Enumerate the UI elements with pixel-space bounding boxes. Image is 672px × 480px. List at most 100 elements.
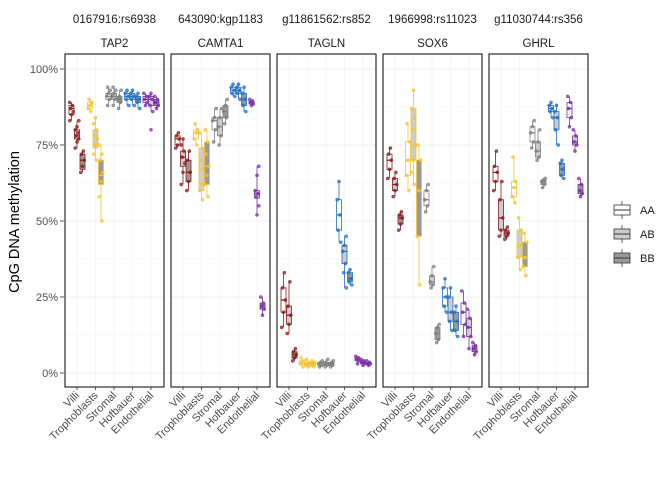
data-point	[123, 91, 127, 96]
data-point	[287, 322, 291, 327]
legend-key	[613, 249, 631, 267]
box-group	[576, 176, 585, 199]
data-point	[538, 127, 542, 132]
box-group	[309, 359, 317, 369]
data-point	[129, 97, 134, 102]
data-point	[95, 137, 100, 141]
data-point	[153, 100, 158, 105]
box-group	[502, 225, 511, 242]
data-point	[94, 158, 99, 162]
data-point	[240, 91, 244, 96]
data-point	[232, 88, 236, 93]
data-point	[100, 219, 104, 223]
data-point	[211, 140, 216, 144]
data-point	[340, 249, 345, 254]
data-point	[556, 143, 561, 147]
data-point	[418, 283, 422, 287]
box-group	[123, 88, 131, 108]
data-point	[204, 152, 208, 156]
data-point	[198, 158, 203, 162]
data-point	[203, 127, 207, 132]
y-tick-label: 25%	[36, 292, 58, 304]
data-point	[394, 182, 399, 187]
data-point	[387, 167, 392, 172]
data-point	[388, 146, 393, 150]
data-point	[67, 118, 72, 123]
data-point	[256, 191, 260, 196]
data-point	[428, 279, 433, 284]
data-point	[186, 179, 191, 184]
facet-panel: g11861562:rs852TAGLNVilliTrophoblastsStr…	[259, 14, 377, 443]
data-point	[543, 176, 548, 181]
facet-strip-gene-label: TAP2	[101, 38, 129, 50]
data-point	[108, 88, 113, 93]
data-point	[474, 349, 479, 354]
data-point	[492, 164, 497, 169]
data-point	[243, 97, 247, 102]
box-group	[404, 121, 412, 193]
data-point	[148, 103, 152, 108]
data-point	[114, 88, 118, 93]
data-point	[179, 143, 183, 147]
data-point	[359, 357, 364, 362]
data-point	[125, 88, 129, 93]
data-point	[525, 240, 529, 245]
data-point	[355, 362, 360, 366]
box-group	[216, 106, 224, 147]
data-point	[512, 185, 516, 190]
data-point	[465, 307, 470, 311]
box-group	[247, 97, 256, 108]
box-group	[91, 115, 100, 162]
facet-panel-border	[382, 53, 483, 388]
data-point	[553, 127, 558, 132]
data-point	[447, 319, 452, 324]
box-iqr	[522, 241, 528, 267]
data-point	[399, 210, 404, 214]
data-point	[571, 127, 576, 132]
data-point	[467, 346, 471, 351]
data-point	[255, 173, 259, 178]
box-group	[521, 231, 529, 278]
data-point	[197, 131, 202, 135]
facet-strip-top-label: g11861562:rs852	[282, 14, 371, 26]
data-point	[531, 140, 536, 144]
data-point	[90, 100, 94, 105]
data-point	[149, 127, 153, 132]
data-point	[203, 182, 207, 187]
data-point	[548, 109, 552, 114]
box-group	[558, 158, 566, 181]
data-point	[434, 340, 439, 345]
data-point	[137, 106, 142, 111]
data-point	[338, 213, 342, 217]
data-point	[554, 103, 559, 108]
data-point	[500, 216, 505, 220]
data-point	[320, 359, 325, 363]
data-point	[436, 337, 441, 342]
data-point	[412, 115, 417, 120]
data-point	[292, 355, 297, 360]
data-point	[156, 103, 161, 108]
data-point	[455, 334, 460, 339]
data-point	[286, 304, 290, 308]
data-point	[397, 213, 402, 217]
data-point	[461, 334, 466, 339]
data-point	[78, 170, 83, 175]
data-point	[353, 354, 358, 359]
box-group	[459, 289, 468, 339]
data-point	[494, 149, 499, 153]
data-point	[280, 286, 285, 290]
legend-key	[613, 225, 631, 243]
data-point	[424, 188, 429, 193]
data-point	[229, 85, 233, 90]
data-point	[206, 164, 211, 169]
data-point	[70, 103, 75, 108]
data-point	[181, 137, 185, 141]
data-point	[219, 134, 223, 138]
data-point	[500, 179, 504, 184]
data-point	[77, 137, 81, 141]
data-point	[81, 149, 86, 153]
data-point	[396, 228, 401, 232]
data-point	[568, 100, 573, 105]
data-point	[258, 295, 263, 299]
data-point	[288, 279, 292, 284]
